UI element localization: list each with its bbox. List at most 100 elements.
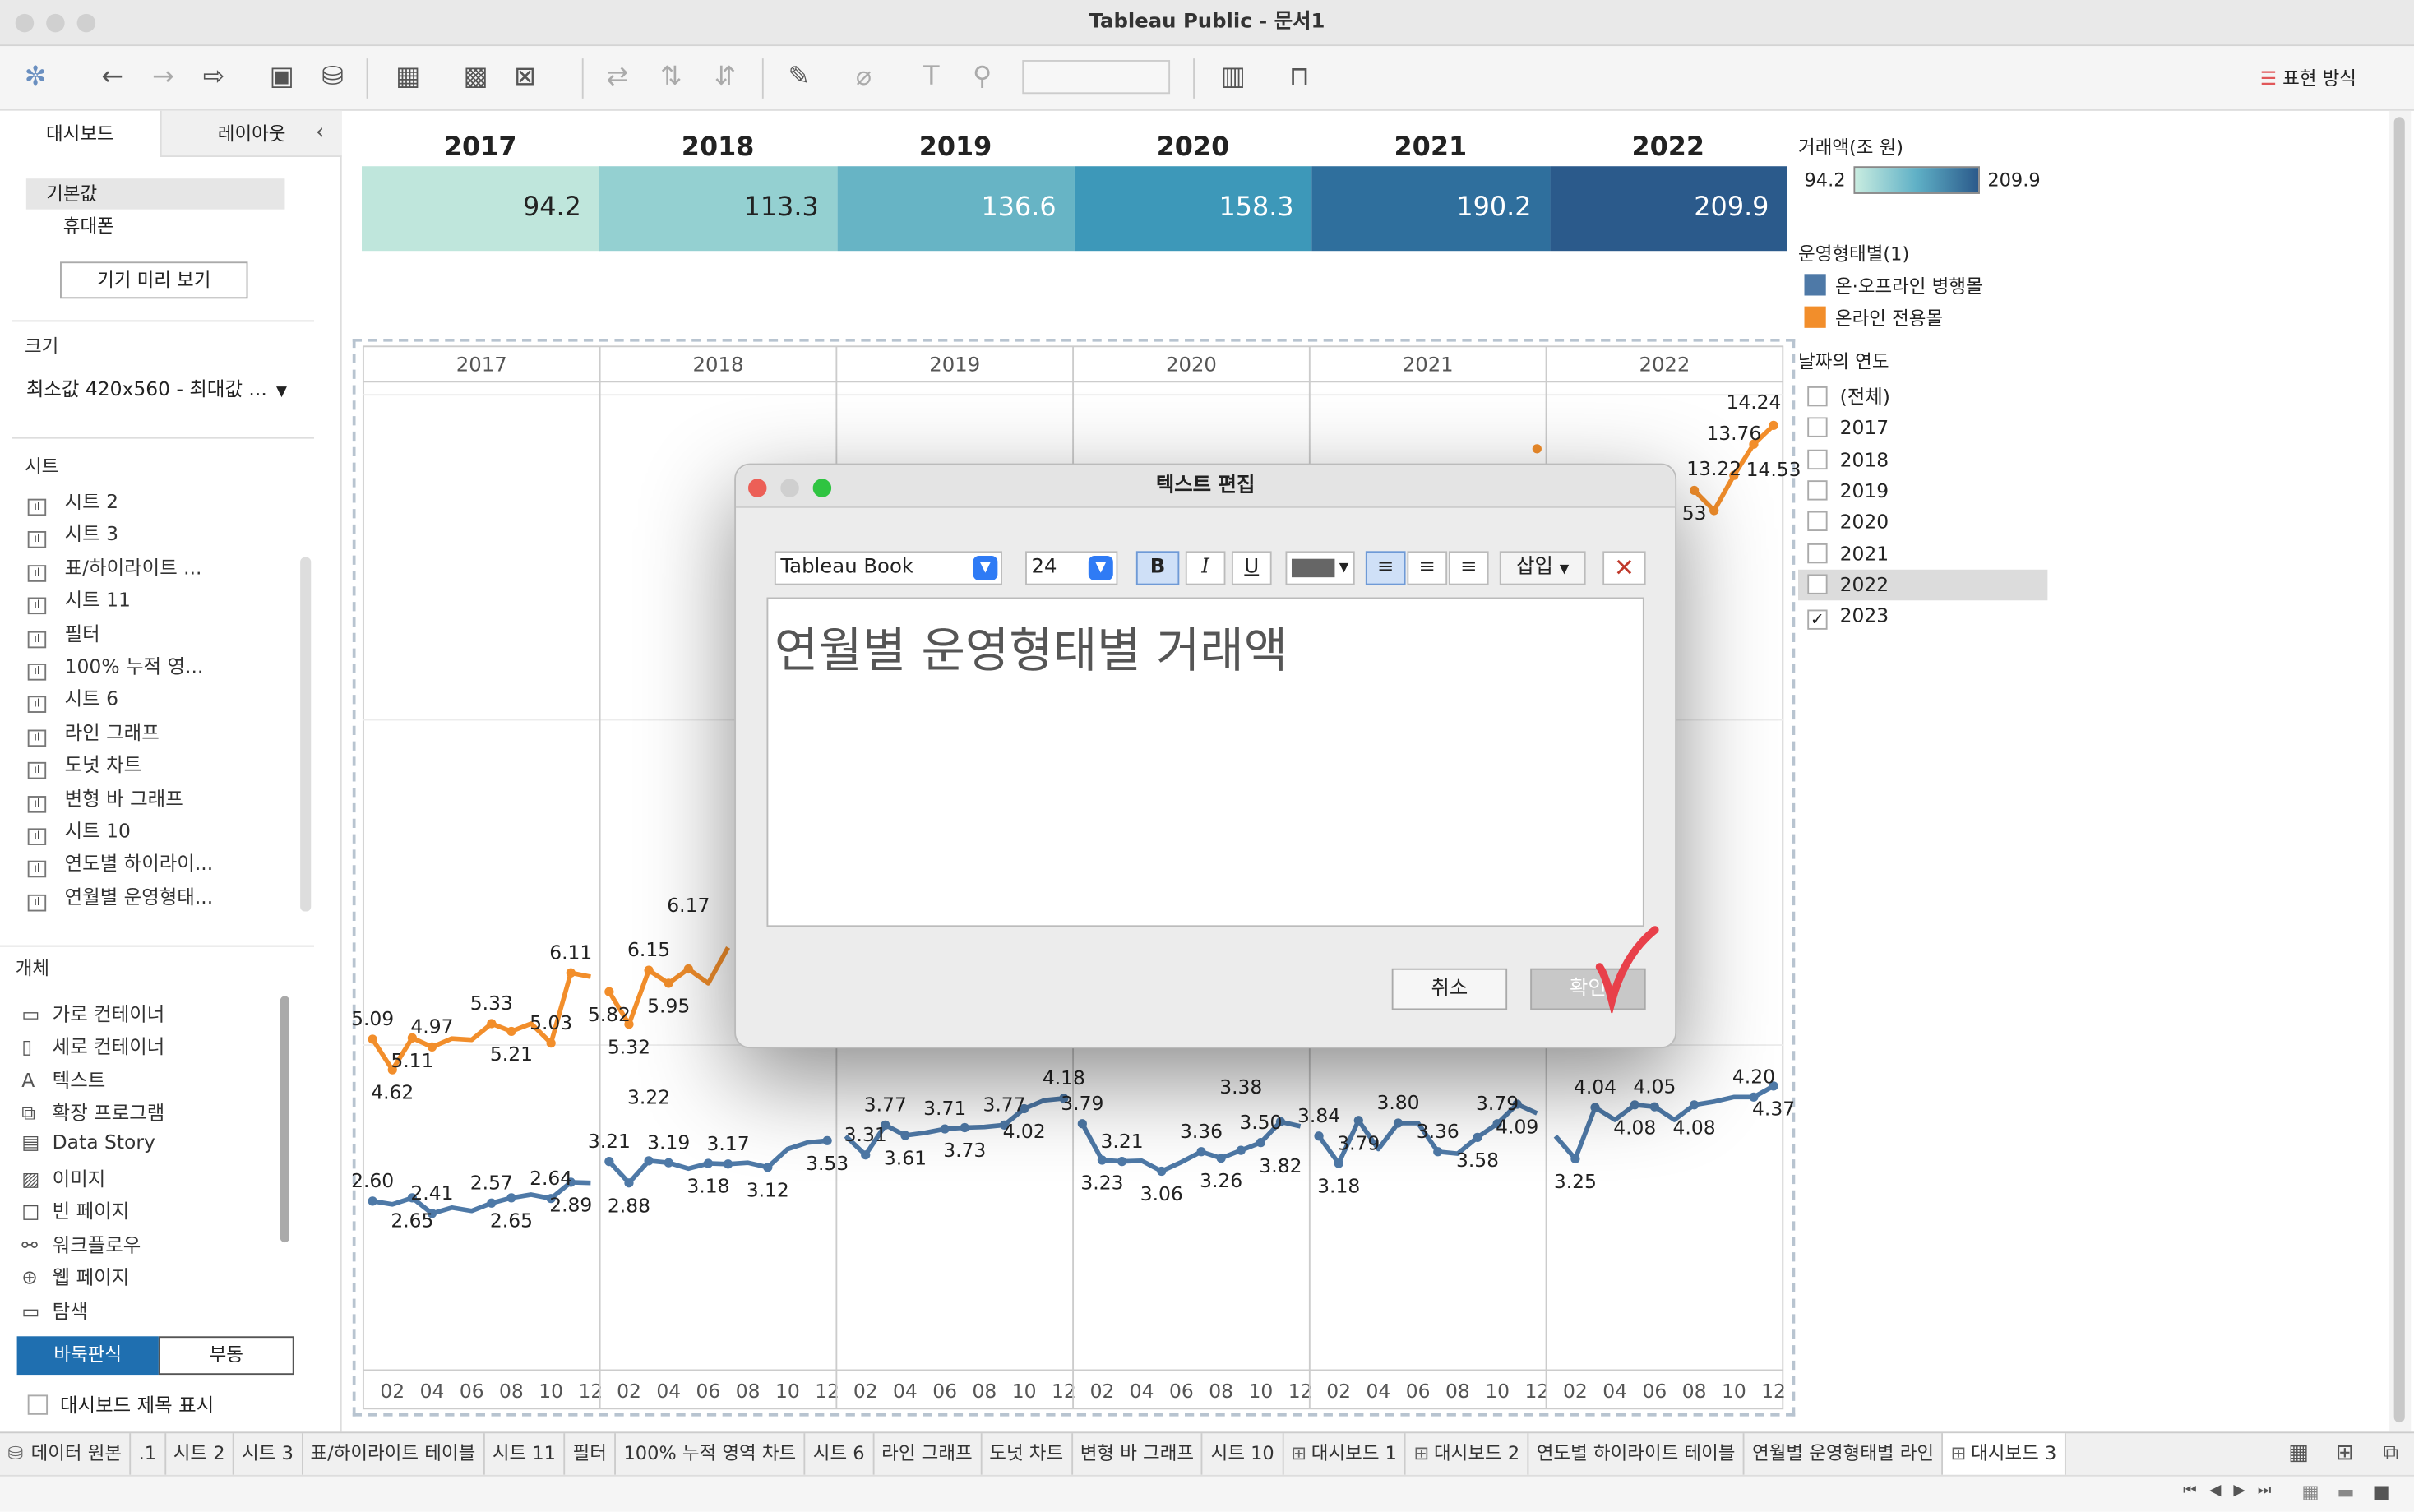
clear-format-button[interactable]: ✕ [1602, 551, 1646, 585]
group-icon[interactable]: ⌀ [855, 61, 872, 93]
type-legend-item[interactable]: 온라인 전용몰 [1804, 305, 1943, 331]
data-point[interactable] [1059, 1094, 1069, 1103]
sheet-tab[interactable]: ⊞ 대시보드 1 [1283, 1433, 1407, 1475]
sheet-item[interactable]: ıl 시트 11 [27, 584, 131, 615]
data-source-icon[interactable]: ⇨ [202, 61, 225, 93]
data-point[interactable] [1020, 1103, 1029, 1114]
data-point[interactable] [960, 1122, 969, 1133]
fit-select[interactable] [1022, 60, 1171, 95]
sheet-tab[interactable]: ⊞ 대시보드 2 [1406, 1433, 1529, 1475]
object-workflow[interactable]: ⚯ 워크플로우 [21, 1232, 141, 1256]
sheet-tab[interactable]: 시트 3 [234, 1433, 303, 1475]
data-point[interactable] [861, 1150, 871, 1160]
grid-view-icon[interactable]: ■ [2372, 1481, 2390, 1503]
data-point[interactable] [1077, 1119, 1087, 1129]
presentation-icon[interactable]: ⊓ [1288, 61, 1310, 93]
sheet-tab[interactable]: 표/하이라이트 테이블 [303, 1433, 485, 1475]
amount-cell[interactable]: 209.9 [1549, 166, 1787, 252]
data-point[interactable] [763, 1163, 773, 1172]
dialog-close-button[interactable] [748, 479, 767, 497]
data-point[interactable] [1709, 506, 1719, 516]
align-center-button[interactable]: ≡ [1407, 551, 1448, 585]
year-filter-option[interactable]: ✓ 2023 [1798, 600, 2047, 631]
sheet-tab[interactable]: 필터 [565, 1433, 617, 1475]
dialog-minimize-button[interactable] [780, 479, 799, 497]
data-point[interactable] [1749, 439, 1759, 449]
amount-cell[interactable]: 158.3 [1074, 166, 1313, 252]
sheet-tab[interactable]: 연월별 운영형태별 라인 [1745, 1433, 1944, 1475]
sheet-tab[interactable]: .1 [131, 1433, 166, 1475]
save-icon[interactable]: ▣ [269, 61, 294, 93]
data-point[interactable] [881, 1120, 890, 1130]
sheet-item[interactable]: ıl 시트 3 [27, 518, 118, 549]
amount-cell[interactable]: 190.2 [1311, 166, 1550, 252]
amount-cell[interactable]: 113.3 [599, 166, 838, 252]
data-point[interactable] [1769, 1081, 1778, 1091]
new-worksheet-icon[interactable]: ▦ [395, 61, 421, 93]
object-text[interactable]: A 텍스트 [21, 1068, 106, 1092]
data-point[interactable] [487, 1198, 497, 1208]
data-point[interactable] [1314, 1131, 1324, 1141]
new-data-source-icon[interactable]: ⛁ [321, 61, 344, 93]
data-point[interactable] [546, 1194, 556, 1204]
sheet-item[interactable]: ıl 필터 [27, 617, 100, 648]
font-select[interactable]: Tableau Book ▼ [774, 551, 1002, 585]
sheet-tab[interactable]: 시트 2 [165, 1433, 234, 1475]
data-point[interactable] [566, 968, 576, 978]
device-default[interactable]: 기본값 [25, 178, 285, 210]
underline-button[interactable]: U [1231, 551, 1272, 585]
data-point[interactable] [1590, 1103, 1600, 1112]
show-me-button[interactable]: ☰ 표현 방식 [2259, 67, 2356, 90]
object-navigation[interactable]: ▭ 탐색 [21, 1298, 88, 1322]
show-cards-icon[interactable]: ▥ [1220, 61, 1246, 93]
data-point[interactable] [1097, 1155, 1108, 1165]
align-right-button[interactable]: ≡ [1448, 551, 1489, 585]
text-editor[interactable]: 연월별 운영형태별 거래액 [766, 597, 1644, 927]
object-horizontal-container[interactable]: ▭ 가로 컨테이너 [21, 1001, 165, 1026]
data-point[interactable] [407, 1193, 417, 1203]
data-point[interactable] [999, 1120, 1010, 1130]
show-title-checkbox[interactable]: 대시보드 제목 표시 [27, 1389, 214, 1418]
data-point[interactable] [1649, 1102, 1659, 1112]
object-web-page[interactable]: ⊕ 웹 페이지 [21, 1265, 130, 1289]
data-point[interactable] [1769, 420, 1778, 430]
type-legend-item[interactable]: 온·오프라인 병행몰 [1804, 272, 1983, 298]
data-point[interactable] [1492, 1119, 1502, 1129]
data-point[interactable] [506, 1193, 516, 1203]
year-filter-option[interactable]: 2022 [1798, 569, 2048, 600]
data-point[interactable] [506, 1026, 516, 1037]
close-window-button[interactable] [15, 13, 35, 33]
data-point[interactable] [1473, 1132, 1482, 1142]
data-point[interactable] [703, 1158, 714, 1168]
sheet-tab[interactable]: 도넛 차트 [982, 1433, 1073, 1475]
sheet-tab[interactable]: 시트 6 [805, 1433, 874, 1475]
data-point[interactable] [1393, 1118, 1404, 1128]
italic-button[interactable]: I [1185, 551, 1226, 585]
data-point[interactable] [822, 1135, 832, 1145]
data-point[interactable] [644, 1156, 654, 1166]
object-extension[interactable]: ⧉ 확장 프로그램 [21, 1101, 165, 1125]
data-point[interactable] [900, 1131, 910, 1140]
data-point[interactable] [624, 1178, 634, 1188]
pin-icon[interactable]: ⚲ [972, 61, 992, 93]
data-point[interactable] [1353, 1116, 1363, 1126]
sheet-item[interactable]: ıl 변형 바 그래프 [27, 781, 183, 812]
sheet-item[interactable]: ıl 표/하이라이트 ... [27, 551, 201, 582]
sheet-item[interactable]: ıl 연월별 운영형태... [27, 881, 213, 912]
data-point[interactable] [624, 1020, 634, 1029]
dialog-zoom-button[interactable] [812, 479, 832, 497]
sheet-item[interactable]: ıl 도넛 차트 [27, 748, 141, 779]
device-phone[interactable]: 휴대폰 [62, 215, 114, 238]
sheet-tab[interactable]: 100% 누적 영역 차트 [616, 1433, 806, 1475]
sheet-item[interactable]: ıl 연도별 하이라이... [27, 848, 213, 879]
zoom-window-button[interactable] [76, 13, 96, 33]
font-color-picker[interactable]: ▼ [1285, 551, 1355, 585]
data-point[interactable] [1275, 1117, 1286, 1126]
object-vertical-container[interactable]: ▯ 세로 컨테이너 [21, 1035, 165, 1059]
year-filter-option[interactable]: 2020 [1798, 506, 2047, 537]
data-point[interactable] [683, 964, 693, 974]
data-point[interactable] [427, 1209, 437, 1218]
vertical-scrollbar[interactable] [2389, 110, 2412, 1432]
clear-icon[interactable]: ⊠ [514, 61, 536, 93]
data-point[interactable] [1334, 1158, 1343, 1168]
